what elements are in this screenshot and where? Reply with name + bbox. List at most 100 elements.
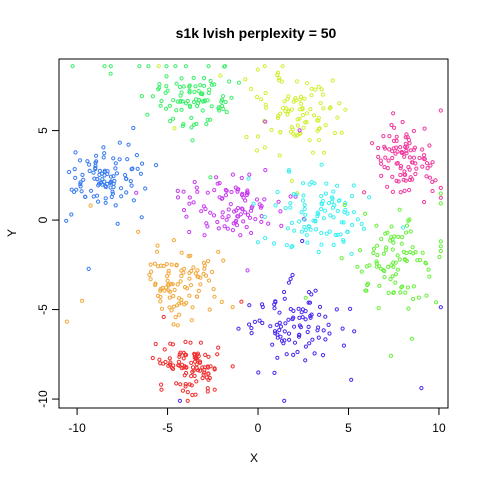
data-point	[237, 215, 240, 218]
data-point	[223, 65, 226, 68]
data-point	[296, 350, 299, 353]
data-point	[78, 159, 81, 162]
data-point	[126, 158, 129, 161]
data-point	[316, 329, 319, 332]
data-point	[135, 191, 138, 194]
data-point	[284, 207, 287, 210]
data-point	[206, 191, 209, 194]
data-point	[239, 234, 242, 237]
data-point	[138, 65, 141, 68]
data-point	[140, 95, 143, 98]
data-point	[398, 258, 401, 261]
data-point	[237, 327, 240, 330]
data-point	[175, 82, 178, 85]
data-point	[242, 220, 245, 223]
data-point	[317, 85, 320, 88]
data-point	[250, 231, 253, 234]
data-point	[180, 251, 183, 254]
data-point	[179, 280, 182, 283]
data-point	[356, 265, 359, 268]
data-point	[270, 128, 273, 131]
data-point	[261, 321, 264, 324]
data-point	[151, 95, 154, 98]
data-point	[257, 371, 260, 374]
y-axis-label: Y	[5, 229, 19, 237]
data-point	[185, 215, 188, 218]
data-point	[350, 378, 353, 381]
data-point	[395, 179, 398, 182]
data-point	[320, 195, 323, 198]
data-point	[231, 365, 234, 368]
data-point	[135, 154, 138, 157]
data-point	[396, 268, 399, 271]
data-point	[333, 131, 336, 134]
data-point	[279, 112, 282, 115]
data-point	[176, 304, 179, 307]
data-point	[287, 332, 290, 335]
data-point	[255, 198, 258, 201]
data-point	[351, 223, 354, 226]
data-point	[102, 146, 105, 149]
data-point	[304, 359, 307, 362]
data-point	[250, 332, 253, 335]
data-point	[277, 200, 280, 203]
data-point	[213, 388, 216, 391]
data-point	[181, 389, 184, 392]
data-point	[278, 154, 281, 157]
data-point	[428, 144, 431, 147]
data-point	[340, 257, 343, 260]
data-point	[429, 164, 432, 167]
data-point	[113, 179, 116, 182]
data-point	[396, 150, 399, 153]
data-point	[127, 143, 130, 146]
data-point	[390, 225, 393, 228]
data-point	[318, 305, 321, 308]
data-point	[389, 354, 392, 357]
data-point	[140, 216, 143, 219]
data-point	[243, 211, 246, 214]
data-point	[320, 231, 323, 234]
data-point	[397, 235, 400, 238]
data-point	[289, 202, 292, 205]
data-point	[246, 269, 249, 272]
data-point	[165, 75, 168, 78]
data-point	[320, 163, 323, 166]
data-point	[386, 167, 389, 170]
data-point	[317, 139, 320, 142]
data-point	[175, 382, 178, 385]
data-point	[212, 288, 215, 291]
data-point	[278, 79, 281, 82]
data-point	[395, 135, 398, 138]
data-point	[439, 202, 442, 205]
data-point	[88, 169, 91, 172]
data-point	[101, 178, 104, 181]
data-point	[285, 244, 288, 247]
data-point	[164, 286, 167, 289]
data-point	[162, 264, 165, 267]
data-point	[237, 81, 240, 84]
data-point	[248, 304, 251, 307]
data-point	[314, 228, 317, 231]
data-point	[109, 72, 112, 75]
data-point	[159, 104, 162, 107]
data-point	[183, 374, 186, 377]
data-point	[207, 372, 210, 375]
data-point	[352, 184, 355, 187]
data-point	[102, 156, 105, 159]
data-point	[324, 124, 327, 127]
data-point	[205, 123, 208, 126]
data-point	[245, 226, 248, 229]
data-point	[427, 268, 430, 271]
data-point	[95, 154, 98, 157]
data-point	[153, 262, 156, 265]
data-point	[304, 213, 307, 216]
data-point	[311, 338, 314, 341]
data-point	[396, 254, 399, 257]
data-point	[411, 246, 414, 249]
data-point	[434, 179, 437, 182]
data-point	[246, 213, 249, 216]
data-point	[188, 230, 191, 233]
data-point	[229, 203, 232, 206]
data-point	[311, 151, 314, 154]
data-point	[75, 188, 78, 191]
